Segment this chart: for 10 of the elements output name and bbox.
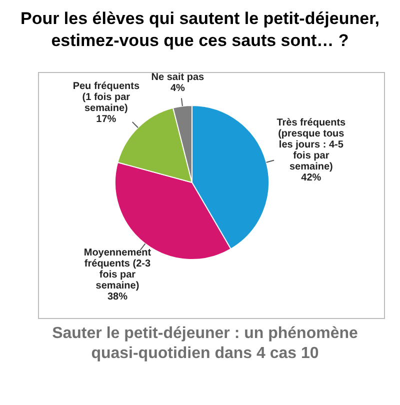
- data-label: 17%: [96, 114, 116, 126]
- text: Sauter le petit-déjeuner : un phénomène quasi-quotidien dans 4 cas 10: [51, 324, 359, 364]
- data-label: 42%: [301, 172, 322, 184]
- slice-label: Ne sait pas: [151, 72, 205, 84]
- slice-label: Très fréquents (presque tous les jours : 4-5 fois par semaine): [276, 117, 346, 172]
- data-label: 38%: [107, 291, 128, 302]
- slice-label: Moyennement fréquents (2-3 fois par semaine): [84, 247, 152, 292]
- slice-label: Peu fréquents (1 fois par semaine): [72, 81, 140, 114]
- data-label: 4%: [170, 83, 186, 94]
- chart-title: Pour les élèves qui sautent le petit-déjeuner, estimez-vous que ces sauts sont… ?: [19, 8, 380, 52]
